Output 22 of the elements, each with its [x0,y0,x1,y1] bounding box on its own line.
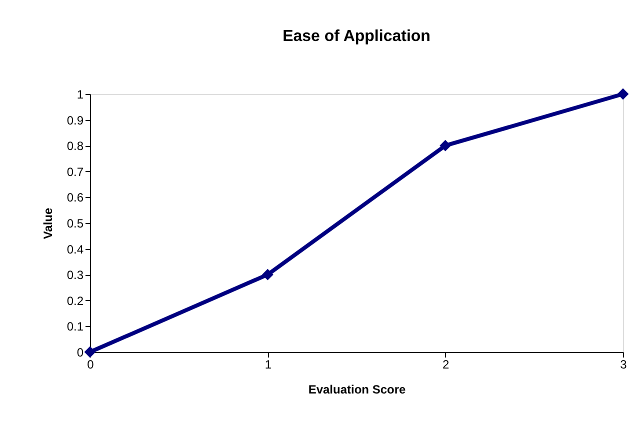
y-tick-label: 0.2 [66,294,84,308]
y-tick-label: 0.9 [66,113,84,128]
point [617,88,629,100]
point [262,268,274,280]
x-tick-label: 3 [620,358,628,372]
y-tick-label: 0.1 [66,320,84,334]
y-axis-title: Value [40,208,55,240]
y-tick-label: 0.3 [66,268,84,282]
point [84,346,96,358]
y-tick-label: 0.4 [66,242,84,256]
y-tick-label: 0 [76,346,84,360]
y-tick-label: 0.5 [66,216,84,230]
x-axis-title: Evaluation Score [308,382,406,396]
x-tick-label: 0 [87,358,94,372]
point [440,140,452,152]
y-tick-label: 1 [76,88,84,102]
x-tick-label: 2 [442,358,450,372]
x-tick-label: 1 [264,358,272,372]
y-tick-label: 0.8 [66,139,84,154]
y-tick-label: 0.7 [66,164,84,179]
y-tick-label: 0.6 [66,190,84,205]
chart-title: Ease of Application [282,28,430,45]
